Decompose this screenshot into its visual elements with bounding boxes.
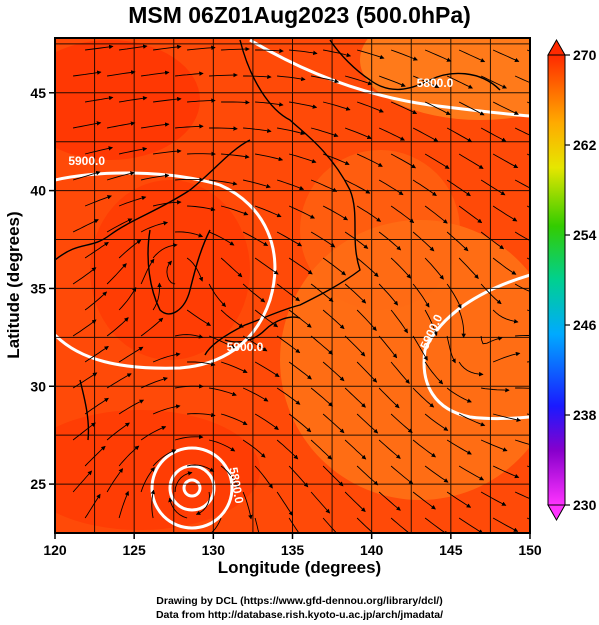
x-axis-label: Longitude (degrees)	[217, 558, 382, 577]
x-tick-label: 120	[43, 542, 67, 558]
x-tick-label: 130	[202, 542, 226, 558]
y-tick-label: 45	[30, 85, 46, 101]
x-tick-label: 125	[122, 542, 146, 558]
x-tick-label: 140	[360, 542, 384, 558]
y-tick-label: 30	[30, 378, 46, 394]
x-tick-label: 135	[281, 542, 305, 558]
y-tick-label: 25	[30, 476, 46, 492]
contour-label: 5900.0	[227, 340, 264, 354]
x-axis-ticks: 120 125 130 135 140 145 150	[43, 533, 542, 558]
colorbar-tick-label: 262	[573, 137, 597, 153]
y-tick-label: 35	[30, 280, 46, 296]
colorbar-tick-label: 238	[573, 407, 597, 423]
colorbar: 270 262 254 246 238 230	[547, 38, 597, 522]
lat-lon-grid	[55, 38, 530, 533]
colorbar-tick-label: 230	[573, 497, 597, 513]
y-tick-label: 40	[30, 183, 46, 199]
colorbar-tick-label: 246	[573, 317, 597, 333]
map-title: MSM 06Z01Aug2023 (500.0hPa)	[128, 2, 471, 28]
contour-label: 5800.0	[226, 466, 246, 505]
y-axis-ticks: 25 30 35 40 45	[30, 85, 55, 492]
x-tick-label: 150	[518, 542, 542, 558]
credit-line-data: Data from http://database.rish.kyoto-u.a…	[155, 609, 444, 621]
x-tick-label: 145	[439, 542, 463, 558]
y-axis-label: Latitude (degrees)	[4, 211, 23, 359]
colorbar-tick-label: 254	[573, 227, 597, 243]
contour-label: 5800.0	[417, 76, 454, 90]
colorbar-tick-label: 270	[573, 47, 597, 63]
contour-label: 5900.0	[68, 154, 105, 168]
credit-line-dcl: Drawing by DCL (https://www.gfd-dennou.o…	[156, 595, 443, 607]
